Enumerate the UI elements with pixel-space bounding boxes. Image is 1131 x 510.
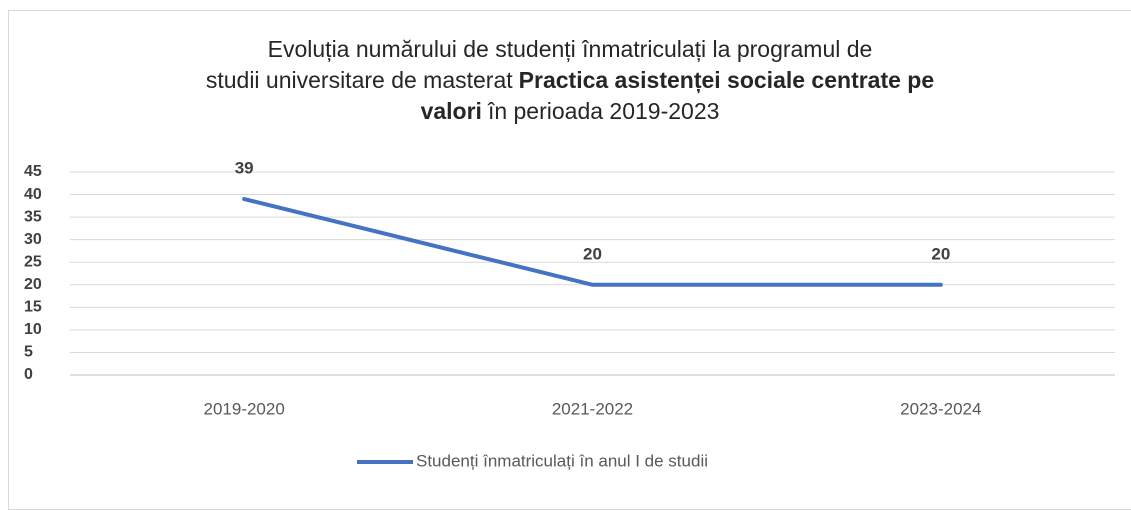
y-tick-label: 40 [24,186,42,203]
title-line: studii universitare de masterat Practica … [70,65,1070,96]
y-tick-label: 25 [24,253,42,270]
title-line: valori în perioada 2019-2023 [70,96,1070,127]
data-label: 20 [583,244,602,263]
line-series [242,197,943,287]
x-tick-label: 2019-2020 [204,399,285,418]
title-segment: Practica asistenței sociale centrate pe [518,67,935,93]
title-segment: Evoluția numărului de studenți înmatricu… [267,36,873,62]
y-tick-label: 20 [24,276,42,293]
chart-title: Evoluția numărului de studenți înmatricu… [70,34,1070,127]
page: Evoluția numărului de studenți înmatricu… [8,10,1131,510]
title-segment: studii universitare de masterat [205,67,513,93]
chart: 0 5 10 15 20 25 30 35 40 45 2019-2020 2021-2022 2023… [24,159,1115,470]
data-label: 20 [931,244,950,263]
y-tick-label: 30 [24,231,42,248]
legend-label: Studenți înmatriculați în anul I de stud… [416,451,708,470]
y-tick-label: 35 [24,208,42,225]
data-label: 39 [235,159,254,178]
x-tick-label: 2021-2022 [552,399,633,418]
y-tick-label: 10 [24,321,42,338]
y-tick-label: 0 [24,366,33,383]
y-tick-label: 45 [24,163,42,180]
title-segment: valori [420,98,482,124]
title-segment: în perioada 2019-2023 [487,98,720,124]
y-tick-label: 15 [24,299,42,316]
x-tick-label: 2023-2024 [900,399,981,418]
title-line: Evoluția numărului de studenți înmatricu… [70,34,1070,65]
y-tick-label: 5 [24,344,33,361]
